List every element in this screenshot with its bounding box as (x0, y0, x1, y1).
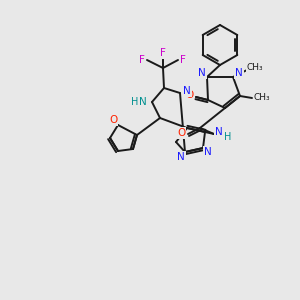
Text: N: N (198, 68, 206, 78)
Text: O: O (185, 90, 193, 100)
Text: F: F (180, 55, 186, 65)
Text: O: O (177, 128, 185, 138)
Text: H: H (224, 132, 232, 142)
Text: N: N (198, 68, 206, 78)
Text: F: F (139, 55, 145, 65)
Text: CH₃: CH₃ (254, 94, 270, 103)
Text: CH₃: CH₃ (247, 62, 263, 71)
Text: F: F (139, 55, 145, 65)
Text: N: N (139, 97, 147, 107)
Text: N: N (215, 127, 223, 137)
Text: N: N (235, 68, 243, 78)
Text: F: F (180, 55, 186, 65)
Text: CH₃: CH₃ (247, 62, 263, 71)
Text: N: N (177, 152, 185, 162)
Text: O: O (109, 115, 117, 125)
Text: H: H (131, 97, 139, 107)
Text: CH₃: CH₃ (254, 94, 270, 103)
Text: N: N (177, 152, 185, 162)
Text: H: H (224, 132, 232, 142)
Text: N: N (215, 127, 223, 137)
Text: H: H (131, 97, 139, 107)
Text: O: O (185, 90, 193, 100)
Text: N: N (183, 86, 191, 96)
Text: N: N (183, 86, 191, 96)
Text: F: F (160, 48, 166, 58)
Text: N: N (204, 147, 212, 157)
Text: N: N (204, 147, 212, 157)
Text: N: N (235, 68, 243, 78)
Text: O: O (109, 115, 117, 125)
Text: N: N (139, 97, 147, 107)
Text: O: O (177, 128, 185, 138)
Text: F: F (160, 48, 166, 58)
